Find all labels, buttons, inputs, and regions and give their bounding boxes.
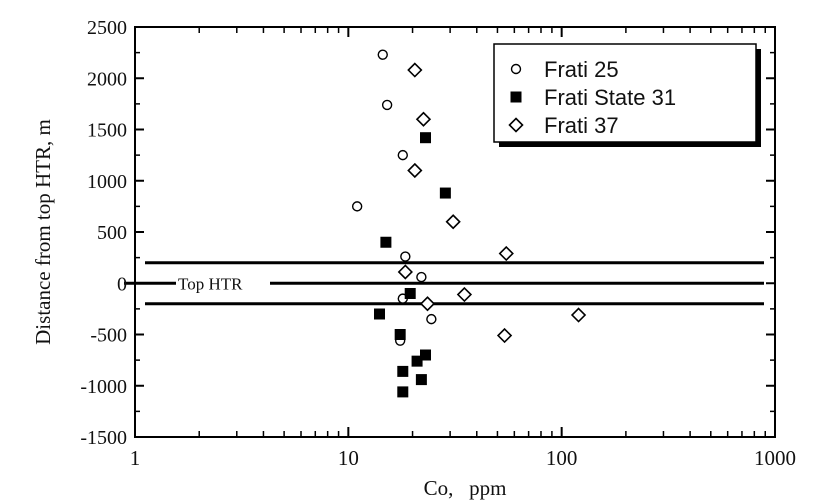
data-point: [374, 308, 386, 320]
x-tick-label: 10: [338, 446, 359, 470]
data-points: [351, 49, 587, 398]
y-tick-label: -1500: [80, 427, 127, 449]
y-tick-label: 1500: [87, 120, 127, 142]
data-point: [380, 236, 392, 248]
x-tick-label: 100: [546, 446, 578, 470]
legend: Frati 25 Frati State 31 Frati 37: [493, 43, 761, 147]
data-point: [397, 365, 409, 377]
legend-marker: [510, 63, 522, 75]
data-point: [456, 286, 473, 303]
data-point: [570, 307, 587, 323]
x-tick-labels: 1 10 100 1000: [130, 446, 796, 470]
data-point: [426, 313, 437, 325]
legend-box: [493, 43, 757, 143]
data-point: [416, 271, 427, 283]
data-point: [381, 99, 393, 111]
series-frati-37: [397, 62, 587, 344]
y-tick-label: 500: [97, 222, 127, 244]
y-tick-label: -500: [90, 325, 127, 347]
legend-marker: [510, 91, 522, 103]
reference-line-label: Top HTR: [178, 274, 243, 293]
x-axis-label: Co, ppm: [424, 476, 507, 500]
data-point: [351, 201, 363, 212]
legend-label: Frati 25: [544, 57, 619, 82]
data-point: [407, 162, 423, 179]
axis-ticks: [134, 26, 775, 438]
x-tick-label: 1000: [754, 446, 796, 470]
y-axis-label: Distance from top HTR, m: [31, 119, 55, 345]
data-point: [400, 251, 411, 262]
y-tick-label: 2500: [87, 17, 127, 39]
data-point: [407, 62, 423, 78]
data-point: [439, 187, 451, 199]
x-tick-label: 1: [130, 446, 141, 470]
data-point: [420, 132, 432, 144]
data-point: [397, 264, 413, 280]
data-point: [496, 327, 513, 344]
data-point: [415, 111, 432, 127]
data-point: [411, 355, 423, 367]
data-point: [397, 386, 409, 398]
series-frati-state-31: [374, 132, 451, 398]
legend-marker: [508, 117, 524, 133]
reference-lines: Top HTR: [124, 261, 764, 306]
data-point: [404, 288, 416, 299]
y-tick-labels: -1500 -1000 -500 0 500 1000 1500 2000 2500: [80, 17, 127, 449]
data-point: [498, 245, 514, 262]
data-point: [420, 349, 432, 361]
y-tick-label: 1000: [87, 171, 127, 193]
data-point: [377, 49, 388, 60]
legend-label: Frati 37: [544, 113, 619, 138]
data-point: [397, 149, 408, 161]
data-point: [415, 374, 427, 386]
y-tick-label: -1000: [80, 376, 127, 398]
y-tick-label: 0: [117, 273, 127, 295]
data-point: [419, 296, 436, 312]
series-frati-25: [351, 49, 437, 346]
legend-label: Frati State 31: [544, 85, 676, 110]
y-tick-label: 2000: [87, 68, 127, 90]
data-point: [445, 214, 461, 230]
data-point: [394, 329, 406, 340]
